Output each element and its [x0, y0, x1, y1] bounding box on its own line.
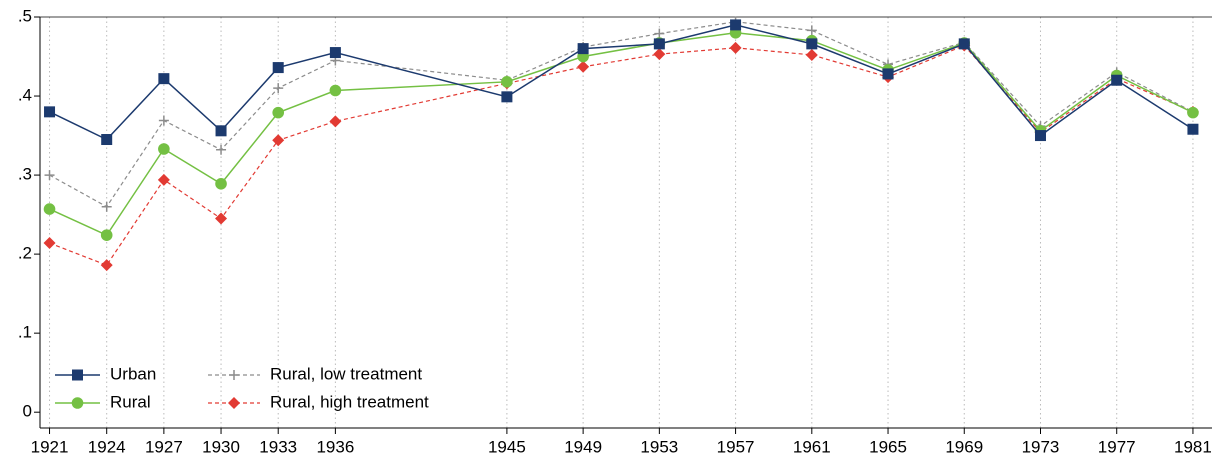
marker — [157, 173, 170, 186]
y-tick-label: .2 — [18, 244, 32, 263]
x-tick-label: 1936 — [316, 437, 354, 456]
marker — [329, 115, 342, 128]
x-tick-label: 1930 — [202, 437, 240, 456]
marker — [958, 38, 970, 50]
series-line — [49, 24, 1194, 141]
y-tick-label: .1 — [18, 323, 32, 342]
legend-label: Rural, high treatment — [270, 392, 429, 411]
marker — [805, 48, 818, 61]
series-line — [49, 44, 1194, 266]
marker — [501, 76, 513, 88]
marker — [577, 60, 590, 73]
marker — [654, 28, 665, 39]
marker — [653, 48, 666, 61]
legend-label: Rural — [110, 392, 151, 411]
marker — [44, 106, 56, 118]
marker — [158, 73, 170, 85]
marker — [806, 38, 818, 50]
marker — [43, 237, 56, 250]
series-line — [49, 32, 1194, 237]
x-tick-label: 1977 — [1098, 437, 1136, 456]
x-tick-label: 1933 — [259, 437, 297, 456]
marker — [273, 83, 284, 94]
series-line — [49, 21, 1194, 208]
x-tick-label: 1927 — [145, 437, 183, 456]
y-tick-label: .5 — [18, 6, 32, 25]
y-tick-label: 0 — [23, 402, 32, 421]
x-tick-label: 1965 — [869, 437, 907, 456]
marker — [272, 134, 285, 147]
marker — [501, 91, 513, 103]
marker — [272, 62, 284, 74]
y-tick-label: .3 — [18, 165, 32, 184]
marker — [806, 25, 817, 36]
marker — [329, 84, 342, 97]
marker — [1187, 123, 1199, 135]
marker — [100, 229, 113, 241]
marker — [215, 177, 227, 190]
legend-marker — [228, 397, 240, 409]
x-tick-label: 1957 — [717, 437, 755, 456]
x-tick-label: 1969 — [945, 437, 983, 456]
marker — [216, 144, 227, 155]
x-tick-label: 1973 — [1022, 437, 1060, 456]
x-tick-label: 1981 — [1174, 437, 1212, 456]
marker — [101, 201, 112, 212]
marker — [882, 68, 894, 80]
legend-marker — [72, 369, 83, 381]
legend-label: Rural, low treatment — [270, 364, 422, 383]
marker — [44, 170, 55, 181]
marker — [215, 125, 227, 137]
x-tick-label: 1953 — [640, 437, 678, 456]
marker — [730, 19, 742, 31]
x-tick-label: 1949 — [564, 437, 602, 456]
x-tick-label: 1921 — [31, 437, 69, 456]
legend-marker — [229, 370, 239, 380]
marker — [215, 212, 228, 225]
marker — [1034, 130, 1046, 142]
marker — [158, 115, 169, 126]
y-tick-label: .4 — [18, 86, 32, 105]
legend-marker — [71, 397, 84, 409]
marker — [158, 143, 170, 155]
marker — [101, 134, 113, 146]
marker — [1111, 74, 1123, 86]
marker — [329, 47, 341, 59]
x-tick-label: 1924 — [88, 437, 126, 456]
x-tick-label: 1945 — [488, 437, 526, 456]
marker — [729, 41, 742, 54]
marker — [43, 203, 56, 215]
marker — [272, 106, 285, 119]
marker — [100, 259, 113, 272]
x-tick-label: 1961 — [793, 437, 831, 456]
legend-label: Urban — [110, 364, 156, 383]
marker — [653, 38, 665, 50]
marker — [577, 43, 589, 55]
marker — [1187, 106, 1199, 119]
